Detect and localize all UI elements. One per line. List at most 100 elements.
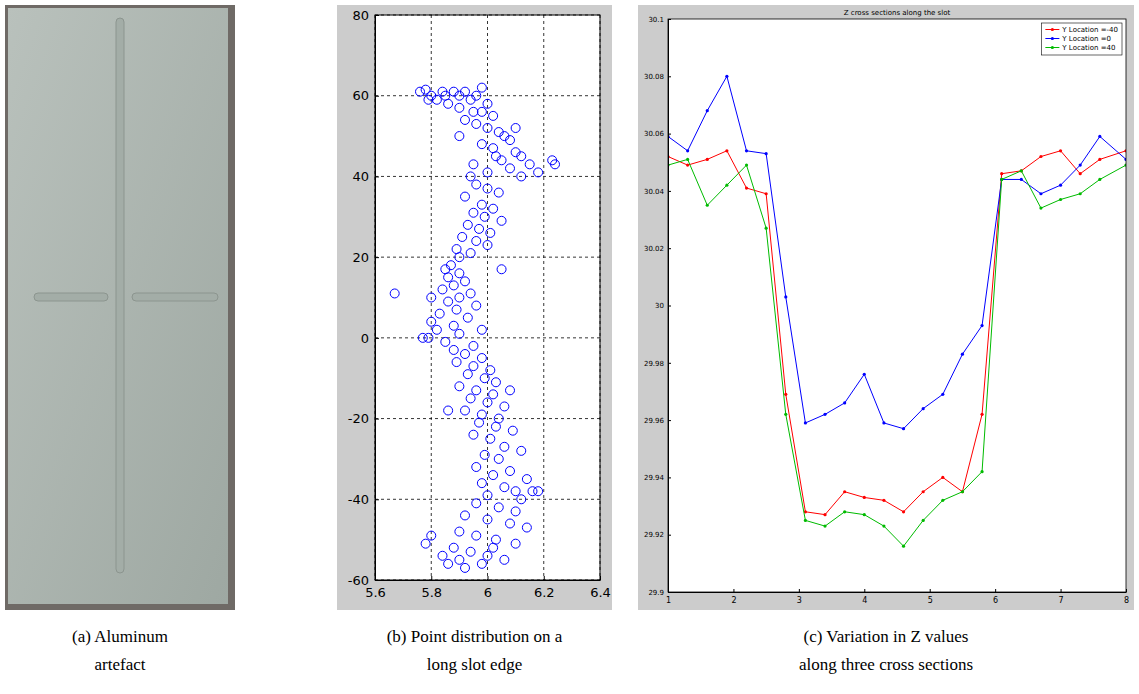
point xyxy=(980,324,983,327)
plot-area xyxy=(375,15,600,580)
axis: 5.65.866.26.4 xyxy=(365,576,611,600)
point xyxy=(491,422,500,431)
point xyxy=(500,555,509,564)
axis: -60-40-20020406080 xyxy=(348,8,379,588)
legend-entry: Y Location =0 xyxy=(1045,35,1111,43)
point xyxy=(961,490,964,493)
tick-mark xyxy=(544,576,545,580)
tick: 3 xyxy=(797,589,802,605)
point xyxy=(424,95,433,104)
point xyxy=(461,192,470,201)
point xyxy=(469,341,478,350)
title: Z cross sections along the slot xyxy=(844,9,951,17)
tick: -40 xyxy=(348,492,379,507)
point xyxy=(466,289,475,298)
tick-label: 30.02 xyxy=(644,245,664,253)
point xyxy=(463,220,472,229)
point xyxy=(961,490,964,493)
tick: 20 xyxy=(352,250,379,265)
point xyxy=(466,249,475,258)
point xyxy=(472,119,481,128)
legend-label: Y Location =40 xyxy=(1061,44,1115,52)
point xyxy=(449,345,458,354)
point xyxy=(489,204,498,213)
tick: 6 xyxy=(484,576,492,600)
point xyxy=(466,172,475,181)
point xyxy=(466,547,475,556)
point xyxy=(941,393,944,396)
tick: 2 xyxy=(731,589,736,605)
point xyxy=(483,241,492,250)
point xyxy=(902,510,905,513)
point xyxy=(534,487,543,496)
point xyxy=(525,160,534,169)
point xyxy=(1039,192,1042,195)
figure: (a) Aluminumartefact5.65.866.26.4-60-40-… xyxy=(0,0,1139,694)
point xyxy=(500,483,509,492)
tick-mark xyxy=(1061,589,1062,592)
axis-line xyxy=(669,592,1127,593)
point xyxy=(461,115,470,124)
point xyxy=(444,297,453,306)
point xyxy=(438,87,447,96)
point xyxy=(522,523,531,532)
point xyxy=(461,350,470,359)
tick-mark xyxy=(668,592,671,593)
point xyxy=(1039,155,1042,158)
legend-label: Y Location =0 xyxy=(1061,35,1111,43)
tick-label: 6.4 xyxy=(590,585,611,600)
point xyxy=(1000,178,1003,181)
point xyxy=(455,293,464,302)
grid-line xyxy=(375,95,600,96)
tick-mark xyxy=(375,15,379,16)
legend-entry: Y Location =-40 xyxy=(1045,26,1118,34)
point xyxy=(961,353,964,356)
tick-mark xyxy=(668,191,671,192)
point xyxy=(823,413,826,416)
photo-background xyxy=(5,5,235,610)
point xyxy=(497,216,506,225)
point xyxy=(765,152,768,155)
point xyxy=(941,476,944,479)
point xyxy=(480,212,489,221)
point xyxy=(725,75,728,78)
tick: 80 xyxy=(352,8,379,23)
point xyxy=(452,305,461,314)
tick-label: 40 xyxy=(352,169,369,184)
point xyxy=(435,309,444,318)
tick: 30 xyxy=(655,302,671,310)
point xyxy=(517,495,526,504)
point xyxy=(475,224,484,233)
line-panel: Z cross sections along the slot123456782… xyxy=(638,5,1134,610)
point xyxy=(463,370,472,379)
point xyxy=(469,160,478,169)
point xyxy=(483,124,492,133)
point xyxy=(489,390,498,399)
point xyxy=(1020,169,1023,172)
tick: 30.02 xyxy=(644,245,671,253)
tick-mark xyxy=(375,176,379,177)
point xyxy=(472,91,481,100)
tick: 29.98 xyxy=(644,360,671,368)
point xyxy=(922,519,925,522)
point xyxy=(455,132,464,141)
point xyxy=(489,111,498,120)
point xyxy=(500,442,509,451)
tick-mark xyxy=(995,589,996,592)
point xyxy=(475,418,484,427)
slot xyxy=(132,293,218,301)
tick-mark xyxy=(930,589,931,592)
point xyxy=(489,471,498,480)
point xyxy=(843,490,846,493)
legend-marker xyxy=(1051,28,1054,31)
point xyxy=(1020,178,1023,181)
point xyxy=(863,513,866,516)
point xyxy=(477,200,486,209)
point xyxy=(1020,169,1023,172)
legend-box xyxy=(1041,23,1122,55)
point xyxy=(477,325,486,334)
tick-mark xyxy=(375,257,379,258)
point xyxy=(843,510,846,513)
point xyxy=(508,426,517,435)
caption: (b) Point distribution on along slot edg… xyxy=(387,627,563,674)
